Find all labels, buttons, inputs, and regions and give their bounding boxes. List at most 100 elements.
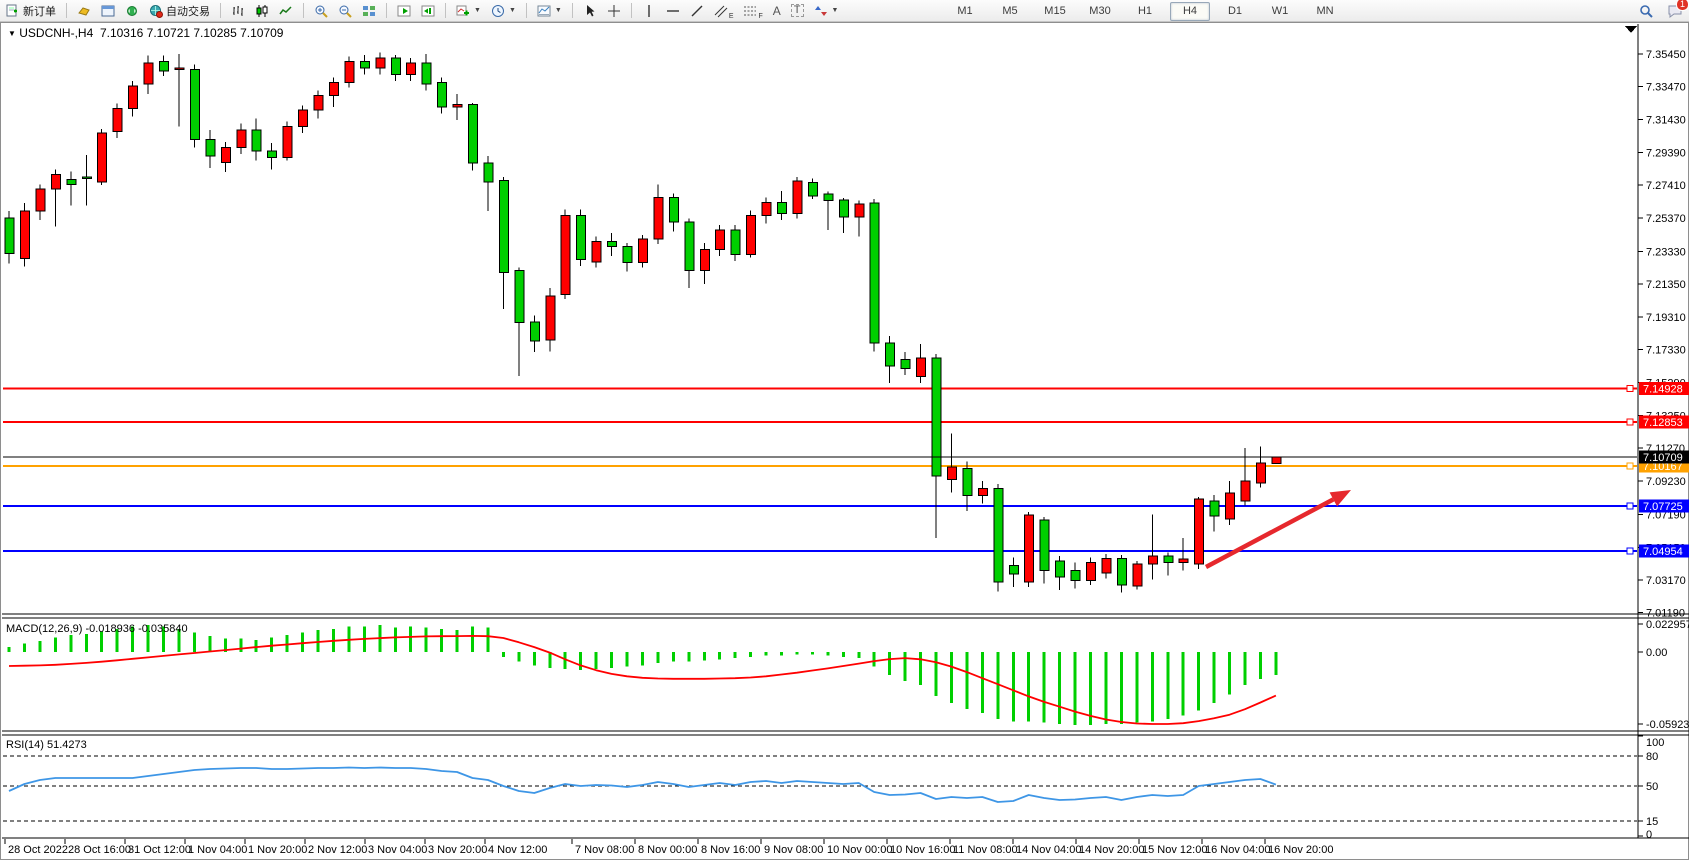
candle: [205, 139, 216, 157]
macd-histogram-bar: [393, 627, 397, 652]
macd-histogram-bar: [223, 638, 227, 652]
macd-histogram-bar: [548, 652, 552, 668]
svg-text:7.23330: 7.23330: [1646, 246, 1686, 258]
new-order-button[interactable]: 新订单: [2, 1, 60, 21]
candle: [468, 104, 478, 164]
macd-histogram-bar: [285, 634, 289, 652]
macd-histogram-bar: [53, 637, 57, 652]
line-chart-button[interactable]: [275, 1, 297, 21]
macd-histogram-bar: [656, 652, 660, 663]
trendline-tool-button[interactable]: [686, 1, 708, 21]
auto-scroll-button[interactable]: [393, 1, 415, 21]
price-axis[interactable]: 7.35450 7.33470 7.31430 7.29390 7.27410 7.253…: [1638, 49, 1689, 841]
price-panel[interactable]: [3, 52, 1637, 593]
crosshair-tool-button[interactable]: [603, 1, 625, 21]
tab-timeframe-m1[interactable]: M1: [957, 4, 973, 17]
candle: [375, 57, 386, 69]
tab-timeframe-w1[interactable]: W1: [1271, 4, 1289, 17]
zoom-out-button[interactable]: [334, 1, 356, 21]
hline-handle[interactable]: [1626, 418, 1634, 426]
search-icon: [1639, 4, 1653, 18]
macd-histogram-bar: [1073, 652, 1077, 725]
tab-timeframe-m5[interactable]: M5: [1002, 4, 1018, 17]
candle: [1101, 557, 1112, 574]
text-tool-button[interactable]: A: [769, 1, 785, 21]
macd-histogram-bar: [965, 652, 969, 710]
tab-timeframe-m30[interactable]: M30: [1089, 4, 1111, 17]
search-button[interactable]: [1635, 1, 1657, 21]
candle: [220, 147, 231, 163]
macd-panel[interactable]: [7, 625, 1278, 725]
macd-histogram-bar: [610, 652, 614, 668]
axis-price-tag: [1639, 450, 1689, 464]
macd-histogram-bar: [888, 652, 892, 676]
svg-text:1 Nov 04:00: 1 Nov 04:00: [188, 844, 247, 856]
tab-timeframe-h1[interactable]: H1: [1137, 4, 1153, 17]
svg-text:7.03170: 7.03170: [1646, 575, 1686, 587]
macd-histogram-bar: [563, 652, 567, 670]
tab-timeframe-h4[interactable]: H4: [1170, 1, 1210, 21]
candle: [730, 229, 741, 255]
svg-text:-0.059235: -0.059235: [1646, 719, 1689, 731]
templates-button[interactable]: ▼: [533, 1, 566, 21]
chart-shift-marker-icon[interactable]: [1625, 26, 1637, 33]
macd-histogram-bar: [1011, 652, 1015, 722]
indicators-button[interactable]: ▼: [452, 1, 485, 21]
cursor-tool-button[interactable]: [579, 1, 601, 21]
vertical-line-tool-button[interactable]: [638, 1, 660, 21]
arrows-tool-button[interactable]: ▼: [810, 1, 843, 21]
candle: [1039, 519, 1050, 572]
horizontal-line-icon: [666, 4, 680, 18]
zoom-in-button[interactable]: [310, 1, 332, 21]
macd-histogram-bar: [455, 630, 459, 652]
macd-histogram-bar: [1104, 652, 1108, 724]
candle: [545, 295, 556, 341]
hline-handle[interactable]: [1626, 462, 1634, 470]
svg-text:3 Nov 04:00: 3 Nov 04:00: [368, 844, 427, 856]
candle: [1194, 498, 1205, 565]
candle: [189, 68, 200, 141]
tab-timeframe-mn[interactable]: MN: [1316, 4, 1334, 17]
templates-caret-icon: ▼: [554, 7, 562, 14]
macd-histogram-bar: [239, 638, 243, 652]
candle: [869, 202, 880, 344]
svg-text:14 Nov 04:00: 14 Nov 04:00: [1016, 844, 1081, 856]
trend-arrow-annotation[interactable]: [1204, 497, 1335, 569]
notifications-button[interactable]: 1: [1663, 0, 1689, 21]
news-sound-button[interactable]: [121, 1, 143, 21]
channel-tool-button[interactable]: E: [710, 1, 738, 21]
macd-histogram-bar: [532, 652, 536, 666]
horizontal-line-tool-button[interactable]: [662, 1, 684, 21]
hline-handle[interactable]: [1626, 547, 1634, 555]
bar-chart-button[interactable]: [227, 1, 249, 21]
clock-icon: [491, 4, 505, 18]
chart-title-collapse-icon[interactable]: ▼: [8, 29, 16, 38]
market-watch-button[interactable]: [97, 1, 119, 21]
bar-chart-icon: [231, 4, 245, 18]
chart-shift-button[interactable]: [417, 1, 439, 21]
periods-button[interactable]: ▼: [487, 1, 520, 21]
hline-handle[interactable]: [1626, 502, 1634, 510]
macd-histogram-bar: [1042, 652, 1046, 723]
autotrading-button[interactable]: 自动交易: [145, 1, 214, 21]
toolbar-separator: [220, 3, 221, 18]
profiles-button[interactable]: [73, 1, 95, 21]
tab-timeframe-m15[interactable]: M15: [1044, 4, 1066, 17]
fibonacci-tool-button[interactable]: F: [739, 1, 766, 21]
macd-histogram-bar: [826, 652, 830, 656]
svg-text:100: 100: [1646, 737, 1664, 749]
tab-timeframe-d1[interactable]: D1: [1227, 4, 1243, 17]
chart-canvas[interactable]: 7.35450 7.33470 7.31430 7.29390 7.27410 7.253…: [1, 23, 1689, 861]
tile-windows-button[interactable]: [358, 1, 380, 21]
candle: [1116, 557, 1127, 586]
text-tool-icon: A: [772, 3, 781, 18]
candlestick-chart-button[interactable]: [251, 1, 273, 21]
macd-histogram-bar: [501, 652, 505, 657]
svg-text:7.19310: 7.19310: [1646, 312, 1686, 324]
axis-price-tag: [1639, 499, 1689, 513]
rsi-panel[interactable]: [3, 755, 1637, 822]
label-tool-button[interactable]: T: [787, 1, 808, 21]
candle: [916, 357, 927, 378]
hline-handle[interactable]: [1626, 384, 1634, 392]
